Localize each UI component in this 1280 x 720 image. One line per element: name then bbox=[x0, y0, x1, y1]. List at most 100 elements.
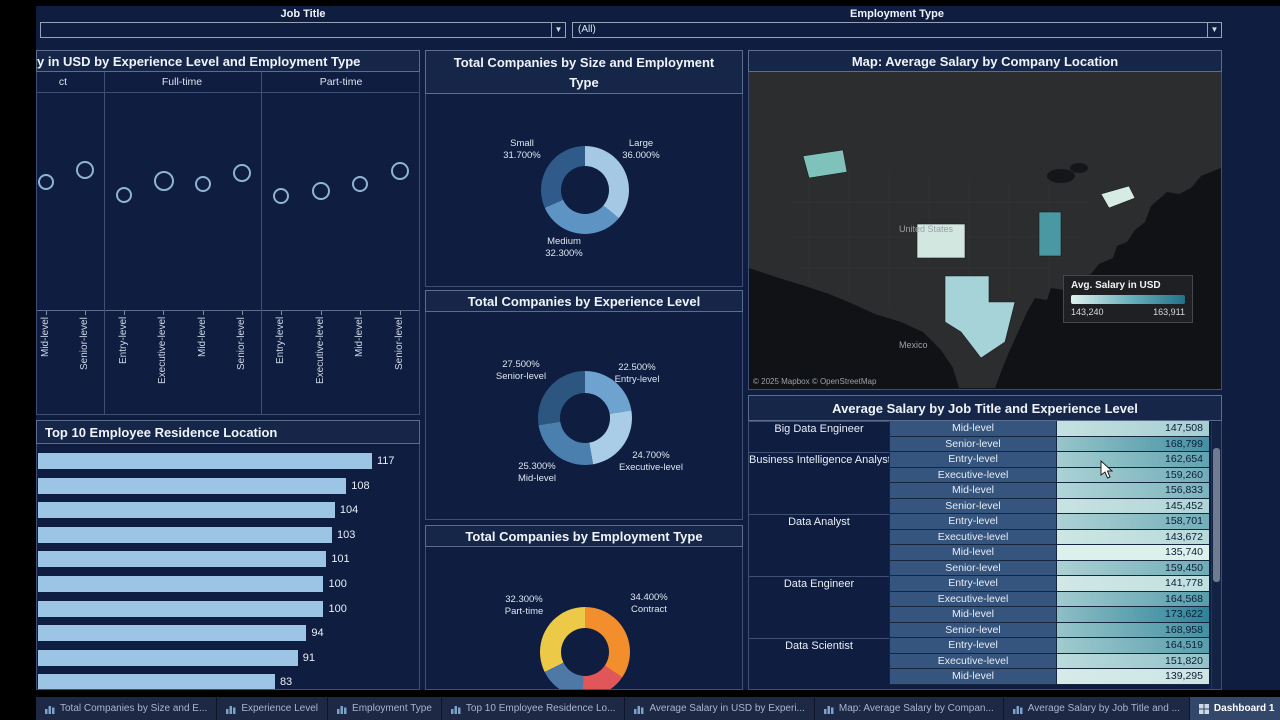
donut-hole bbox=[560, 393, 610, 443]
tab-dashboard[interactable]: Dashboard 1 bbox=[1189, 697, 1280, 720]
chevron-down-icon[interactable]: ▼ bbox=[551, 23, 565, 37]
scatter-panel: y in USD by Experience Level and Employm… bbox=[36, 50, 420, 415]
map-state-mark[interactable] bbox=[916, 223, 966, 259]
map-state-mark[interactable] bbox=[1100, 185, 1136, 209]
sheet-tab-3[interactable]: Top 10 Employee Residence Lo... bbox=[442, 697, 626, 720]
donut-employment-title: Total Companies by Employment Type bbox=[425, 525, 743, 547]
scatter-mark[interactable] bbox=[116, 187, 132, 203]
scatter-mark[interactable] bbox=[154, 171, 174, 191]
salary-value-cell[interactable]: 143,672 bbox=[1057, 529, 1209, 545]
experience-level-cell: Mid-level bbox=[889, 607, 1057, 623]
donut-label: Large 36.000% bbox=[622, 138, 660, 161]
bar[interactable] bbox=[38, 600, 324, 617]
bar[interactable] bbox=[38, 551, 327, 568]
chevron-down-icon[interactable]: ▼ bbox=[1207, 23, 1221, 37]
job-title-cell bbox=[749, 468, 889, 484]
sheet-tab-5[interactable]: Map: Average Salary by Compan... bbox=[815, 697, 1004, 720]
bar-panel-title: Top 10 Employee Residence Location bbox=[36, 420, 420, 444]
donut-hole bbox=[561, 628, 609, 676]
bar[interactable] bbox=[38, 526, 333, 543]
filter-job-title: Job Title ▼ bbox=[40, 8, 566, 38]
scatter-mark[interactable] bbox=[273, 188, 289, 204]
sheet-tab-1[interactable]: Experience Level bbox=[217, 697, 329, 720]
filter-employment-type: Employment Type (All) ▼ bbox=[572, 8, 1222, 38]
landmass bbox=[749, 72, 1221, 388]
bar-row: 91 bbox=[38, 649, 418, 666]
scatter-mark[interactable] bbox=[391, 162, 409, 180]
map-attribution: © 2025 Mapbox © OpenStreetMap bbox=[753, 377, 877, 386]
donut-experience-title: Total Companies by Experience Level bbox=[425, 290, 743, 312]
salary-value-cell[interactable]: 156,833 bbox=[1057, 483, 1209, 499]
job-title-dropdown[interactable]: ▼ bbox=[40, 22, 566, 38]
bar-value-label: 83 bbox=[279, 676, 293, 689]
bar[interactable] bbox=[38, 576, 324, 592]
employment-type-dropdown[interactable]: (All) ▼ bbox=[572, 22, 1222, 38]
job-title-cell bbox=[749, 545, 889, 561]
mouse-cursor bbox=[1100, 460, 1114, 479]
sheet-tab-4[interactable]: Average Salary in USD by Experi... bbox=[625, 697, 815, 720]
salary-value-cell[interactable]: 159,260 bbox=[1057, 467, 1209, 483]
experience-level-cell: Entry-level bbox=[889, 576, 1057, 592]
job-title-cell bbox=[749, 592, 889, 608]
bar[interactable] bbox=[38, 649, 298, 666]
table-row: Mid-level 173,622 bbox=[749, 607, 1221, 623]
map-legend-min: 143,240 bbox=[1071, 307, 1104, 317]
donut-label: 24.700% Executive-level bbox=[619, 450, 683, 473]
us-map[interactable] bbox=[749, 72, 1221, 388]
salary-value-cell[interactable]: 151,820 bbox=[1057, 653, 1209, 669]
salary-value-cell[interactable]: 147,508 bbox=[1057, 421, 1209, 437]
salary-value-cell[interactable]: 164,519 bbox=[1057, 638, 1209, 654]
table-row: Executive-level 159,260 bbox=[749, 467, 1221, 484]
bar-row: 101 bbox=[38, 551, 418, 568]
bar-value-label: 104 bbox=[339, 504, 359, 517]
scatter-mark[interactable] bbox=[233, 164, 251, 182]
experience-level-cell: Entry-level bbox=[889, 638, 1057, 654]
map-state-mark[interactable] bbox=[944, 275, 1016, 359]
scatter-mark[interactable] bbox=[352, 176, 368, 192]
salary-value-cell[interactable]: 141,778 bbox=[1057, 576, 1209, 592]
salary-value-cell[interactable]: 135,740 bbox=[1057, 545, 1209, 561]
map-state-mark[interactable] bbox=[1038, 211, 1062, 257]
scatter-mark[interactable] bbox=[312, 182, 330, 200]
bar[interactable] bbox=[38, 477, 347, 494]
sheet-tab-6[interactable]: Average Salary by Job Title and ... bbox=[1004, 697, 1190, 720]
sheet-tabs: Total Companies by Size and E... Experien… bbox=[36, 697, 1280, 720]
bar[interactable] bbox=[38, 674, 275, 689]
salary-value-cell[interactable]: 164,568 bbox=[1057, 591, 1209, 607]
x-axis-label: Executive-level bbox=[315, 317, 326, 385]
bar[interactable] bbox=[38, 453, 372, 469]
donut-size-title: Total Companies by Size and Employment T… bbox=[425, 50, 743, 94]
salary-value-cell[interactable]: 145,452 bbox=[1057, 498, 1209, 514]
x-axis-label: Mid-level bbox=[354, 317, 365, 358]
map-legend-title: Avg. Salary in USD bbox=[1071, 280, 1161, 291]
job-title-cell bbox=[749, 530, 889, 546]
sheet-chart-icon bbox=[226, 704, 236, 714]
salary-value-cell[interactable]: 168,799 bbox=[1057, 436, 1209, 452]
great-lakes bbox=[1047, 169, 1075, 183]
map-state-mark[interactable] bbox=[802, 149, 848, 179]
table-scrollbar[interactable] bbox=[1211, 422, 1221, 689]
map-body: United States Mexico Avg. Salary in USD … bbox=[748, 72, 1222, 390]
salary-value-cell[interactable]: 158,701 bbox=[1057, 514, 1209, 530]
salary-value-cell[interactable]: 139,295 bbox=[1057, 669, 1209, 685]
salary-value-cell[interactable]: 173,622 bbox=[1057, 607, 1209, 623]
bar[interactable] bbox=[38, 625, 307, 642]
map-legend-max: 163,911 bbox=[1153, 307, 1185, 317]
scatter-mark[interactable] bbox=[195, 176, 211, 192]
table-scrollbar-thumb[interactable] bbox=[1213, 448, 1220, 582]
scatter-mark[interactable] bbox=[38, 174, 54, 190]
salary-value-cell[interactable]: 159,450 bbox=[1057, 560, 1209, 576]
sheet-tab-0[interactable]: Total Companies by Size and E... bbox=[36, 697, 218, 720]
donut-size-chart: Small 31.700% Large 36.000% Medium 32.300% bbox=[425, 94, 743, 287]
job-title-cell bbox=[749, 499, 889, 515]
bar-row: 103 bbox=[38, 526, 418, 543]
sheet-tab-2[interactable]: Employment Type bbox=[328, 697, 442, 720]
salary-value-cell[interactable]: 162,654 bbox=[1057, 452, 1209, 468]
scatter-mark[interactable] bbox=[76, 161, 94, 179]
experience-level-cell: Senior-level bbox=[889, 498, 1057, 514]
salary-value-cell[interactable]: 168,958 bbox=[1057, 622, 1209, 638]
job-title-cell bbox=[749, 669, 889, 685]
job-title-cell bbox=[749, 623, 889, 639]
bar[interactable] bbox=[38, 502, 335, 519]
axis-tick bbox=[46, 311, 47, 315]
